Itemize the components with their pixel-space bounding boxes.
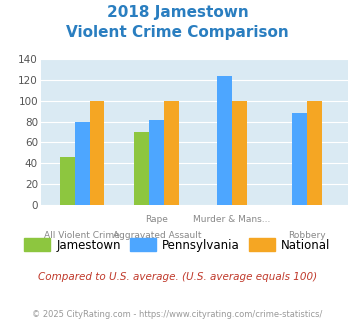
Text: Violent Crime Comparison: Violent Crime Comparison [66, 25, 289, 40]
Bar [232, 101, 247, 205]
Text: Robbery: Robbery [288, 231, 326, 240]
Bar [307, 101, 322, 205]
Bar [149, 119, 164, 205]
Text: Aggravated Assault: Aggravated Assault [113, 231, 201, 240]
Bar [164, 101, 179, 205]
Bar [60, 157, 75, 205]
Bar [89, 101, 104, 205]
Text: Murder & Mans...: Murder & Mans... [193, 214, 271, 223]
Bar [75, 122, 89, 205]
Text: All Violent Crime: All Violent Crime [44, 231, 120, 240]
Text: Rape: Rape [146, 214, 168, 223]
Bar [217, 76, 232, 205]
Legend: Jamestown, Pennsylvania, National: Jamestown, Pennsylvania, National [20, 234, 335, 256]
Bar [292, 113, 307, 205]
Text: 2018 Jamestown: 2018 Jamestown [106, 5, 248, 20]
Bar [135, 132, 149, 205]
Text: Compared to U.S. average. (U.S. average equals 100): Compared to U.S. average. (U.S. average … [38, 272, 317, 282]
Text: © 2025 CityRating.com - https://www.cityrating.com/crime-statistics/: © 2025 CityRating.com - https://www.city… [32, 310, 323, 319]
